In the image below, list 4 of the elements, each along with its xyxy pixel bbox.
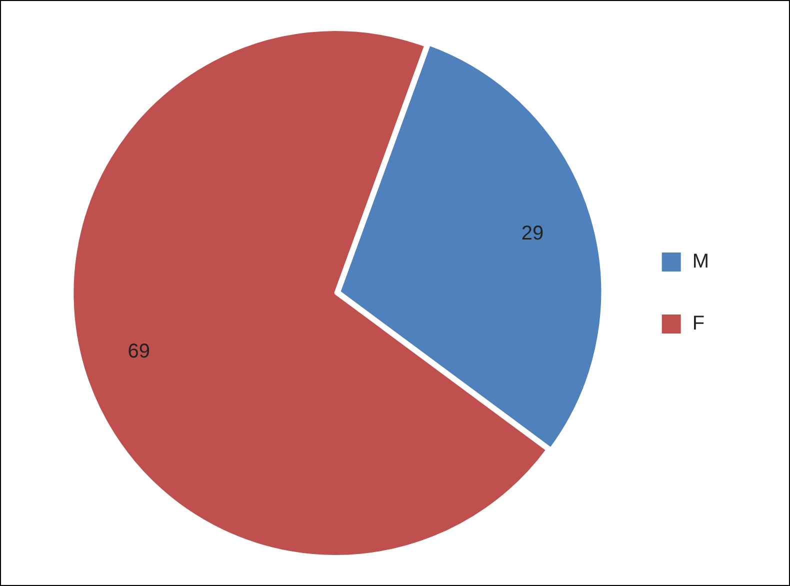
data-label: 29 bbox=[521, 222, 544, 244]
legend-label: F bbox=[692, 312, 705, 335]
data-label: 69 bbox=[128, 340, 150, 363]
legend-label: M bbox=[692, 250, 710, 273]
